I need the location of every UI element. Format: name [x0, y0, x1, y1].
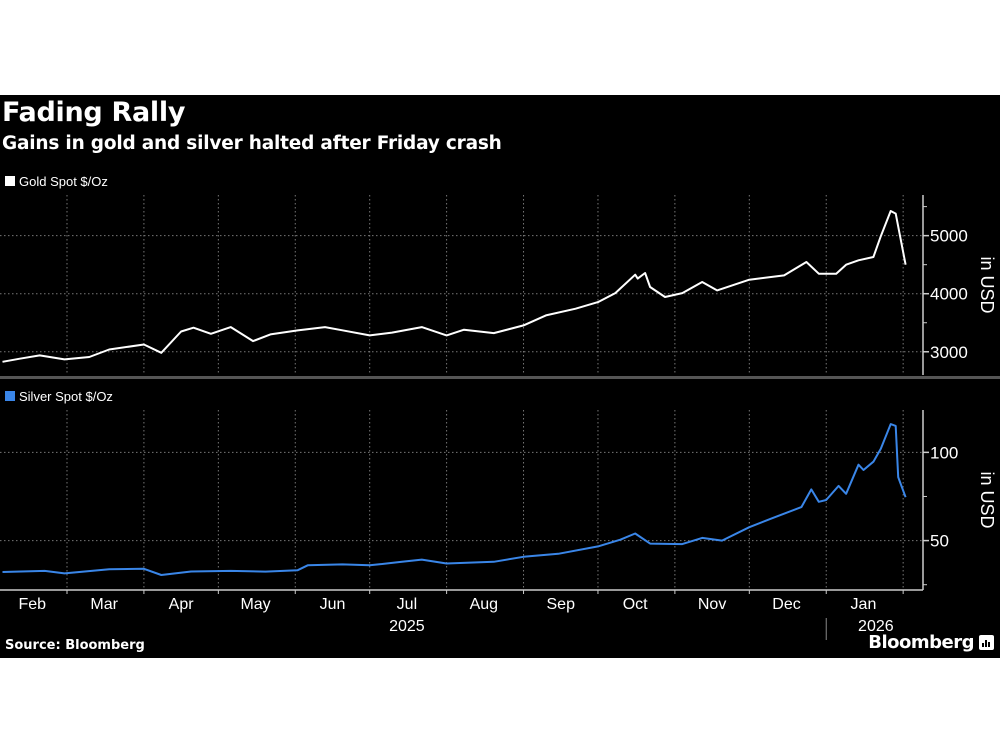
- y-axis-label: in USD: [977, 471, 997, 528]
- legend-swatch: [5, 176, 15, 186]
- x-tick-label: Dec: [772, 596, 800, 613]
- silver-series-line: [2, 423, 907, 576]
- year-label: 2025: [389, 618, 425, 635]
- gold-series-line: [2, 210, 907, 363]
- chart-panel: Fading Rally Gains in gold and silver ha…: [0, 95, 1000, 658]
- x-tick-label: Mar: [90, 596, 118, 613]
- bloomberg-chart-icon: [979, 635, 994, 650]
- x-tick-label: Oct: [623, 596, 648, 613]
- chart-title: Fading Rally: [2, 97, 186, 128]
- year-label: 2026: [858, 618, 894, 635]
- x-tick-label: Jun: [320, 596, 346, 613]
- x-tick-label: Apr: [169, 596, 195, 613]
- y-axis-label: in USD: [977, 256, 997, 313]
- x-tick-label: Feb: [18, 596, 46, 613]
- y-tick-label: 100: [930, 443, 958, 462]
- x-tick-label: Jan: [851, 596, 877, 613]
- y-tick-label: 50: [930, 532, 949, 551]
- x-tick-label: Aug: [470, 596, 498, 613]
- y-tick-label: 4000: [930, 285, 968, 304]
- legend-label: Silver Spot $/Oz: [19, 389, 113, 404]
- chart-svg: Gold Spot $/Oz 3000 4000 5000 in USD Silver S…: [0, 174, 1000, 640]
- y-tick-label: 5000: [930, 227, 968, 246]
- legend-swatch: [5, 391, 15, 401]
- x-tick-label: Jul: [397, 596, 417, 613]
- x-tick-label: Nov: [698, 596, 726, 613]
- y-tick-label: 3000: [930, 343, 968, 362]
- x-tick-label: Sep: [547, 596, 576, 613]
- bloomberg-logo: Bloomberg: [868, 632, 974, 653]
- legend-label: Gold Spot $/Oz: [19, 174, 108, 189]
- panel-separator: [0, 376, 1000, 379]
- x-tick-label: May: [240, 596, 270, 613]
- source-note: Source: Bloomberg: [5, 638, 145, 653]
- chart-subtitle: Gains in gold and silver halted after Fr…: [2, 133, 502, 154]
